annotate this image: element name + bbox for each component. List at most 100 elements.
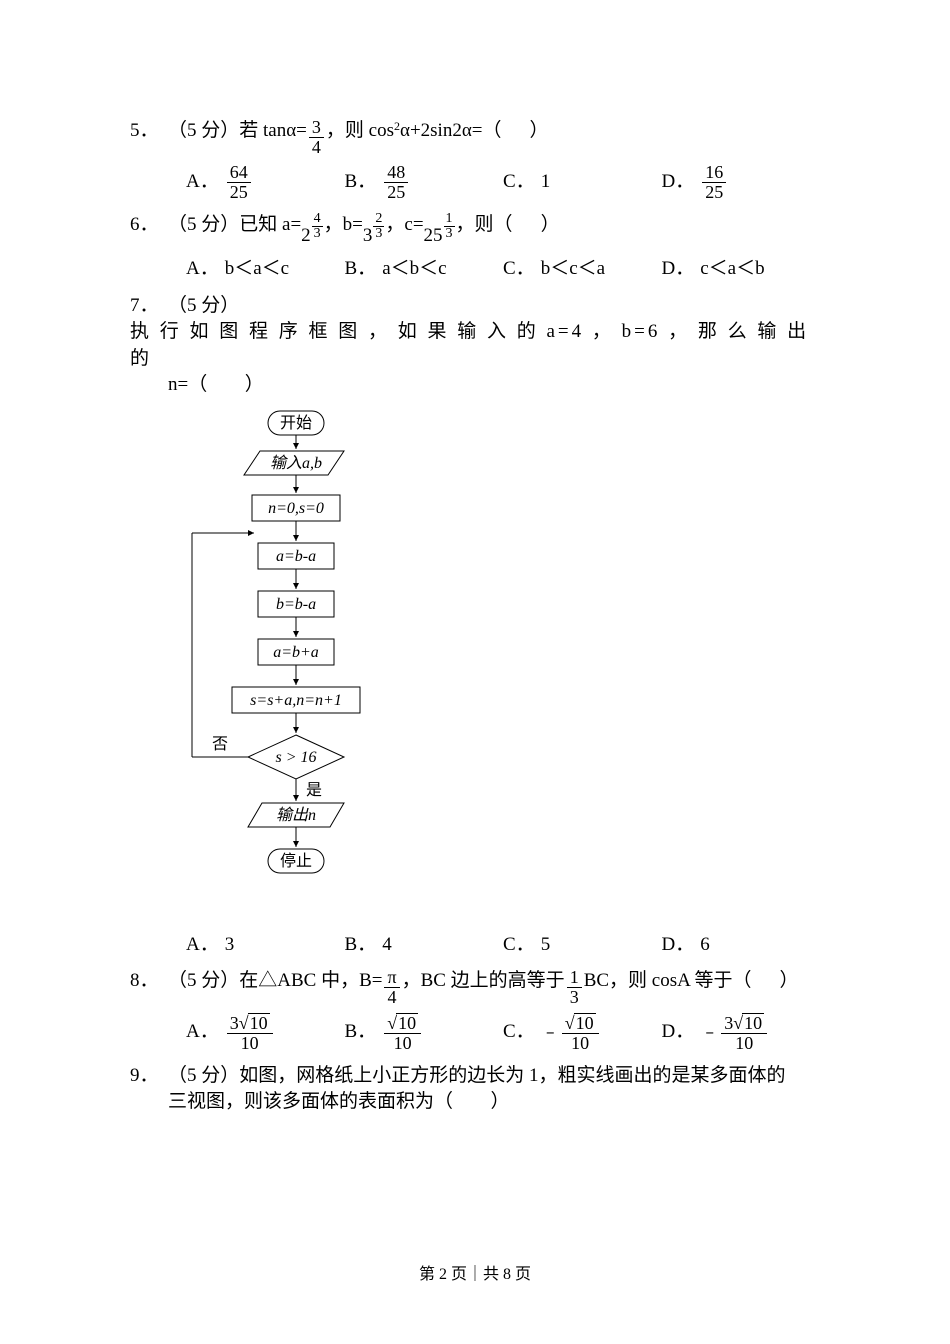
q7-choice-b: B． 4 <box>345 932 504 959</box>
frac-num: 310 <box>227 1013 273 1034</box>
q7-line2b: ） <box>245 374 264 395</box>
frac-num: 2 <box>373 212 384 228</box>
frac-num: 10 <box>562 1013 599 1034</box>
q6-stem: 6． （5 分） 已知 a= 2 4 3 ，b= 3 2 3 ，c= 25 <box>130 212 820 250</box>
q8-choice-d: D． ﹣ 310 10 <box>662 1013 821 1053</box>
q5-choice-c: C． 1 <box>503 163 662 202</box>
q5-number: 5． <box>130 118 168 145</box>
frac-r10-10-neg: 10 10 <box>562 1013 599 1053</box>
q5-choice-b: B． 48 25 <box>345 163 504 202</box>
frac-den: 3 <box>444 227 455 242</box>
choice-value: a＜b＜c <box>382 256 446 283</box>
footer-prefix: 第 <box>419 1266 435 1283</box>
q5-choices: A． 64 25 B． 48 25 C． 1 D． 16 <box>130 163 820 202</box>
exp-frac: 2 3 <box>373 212 384 242</box>
frac-den: 3 <box>567 988 582 1007</box>
frac-16-25: 16 25 <box>702 163 726 202</box>
coef: 3 <box>724 1013 733 1033</box>
q9-line2a: 三视图，则该多面体的表面积为（ <box>168 1091 453 1112</box>
q6-comma1: ，b= <box>324 212 363 239</box>
footer-total: 8 <box>503 1266 511 1283</box>
choice-label: B． <box>345 256 377 283</box>
flow-no: 否 <box>212 736 228 753</box>
frac-num: 3 <box>309 118 324 138</box>
choice-value: b＜a＜c <box>225 256 289 283</box>
frac-3r10-10-neg: 310 10 <box>721 1013 767 1053</box>
frac-num: 16 <box>702 163 726 183</box>
q5-text-c: α+2sin2α=（ <box>400 118 502 145</box>
choice-value: 5 <box>541 932 551 959</box>
flow-input: 输入a,b <box>270 454 322 472</box>
choice-value: 3 <box>225 932 235 959</box>
frac-1-3: 1 3 <box>567 968 582 1007</box>
frac-num: 10 <box>384 1013 421 1034</box>
frac-num: 4 <box>312 212 323 228</box>
q7-text-a: 执 行 如 图 程 序 框 图 ， 如 果 输 入 的 a=4 ， b=6 ， … <box>130 319 820 372</box>
choice-value: c＜a＜b <box>700 256 764 283</box>
q6-points: （5 分） <box>168 212 239 239</box>
q7-number: 7． <box>130 293 168 320</box>
radicand: 10 <box>248 1013 270 1032</box>
choice-label: B． <box>345 1019 377 1046</box>
radicand: 10 <box>574 1013 596 1032</box>
frac-den: 10 <box>238 1034 262 1053</box>
choice-label: B． <box>345 932 377 959</box>
footer-current: 2 <box>439 1266 447 1283</box>
choice-label: A． <box>186 169 219 196</box>
q6-text-a: 已知 a= <box>239 212 301 239</box>
base: 2 <box>301 223 311 250</box>
q6-choice-b: B． a＜b＜c <box>345 256 504 283</box>
choice-label: A． <box>186 256 219 283</box>
q8-text-a: 在△ABC 中，B= <box>239 968 382 995</box>
frac-num: 310 <box>721 1013 767 1034</box>
flowchart-svg: 开始 输入a,b n=0,s=0 a=b-a b=b-a <box>168 409 388 909</box>
frac-den: 3 <box>312 227 323 242</box>
frac-den: 25 <box>227 183 251 202</box>
choice-value: 6 <box>700 932 710 959</box>
flow-init: n=0,s=0 <box>268 500 324 517</box>
q7-choices: A． 3 B． 4 C． 5 D． 6 <box>130 932 820 959</box>
q9-line2b: ） <box>491 1091 510 1112</box>
frac-den: 3 <box>373 227 384 242</box>
q6-text-b: ，则（ <box>456 212 513 239</box>
choice-label: A． <box>186 932 219 959</box>
question-6: 6． （5 分） 已知 a= 2 4 3 ，b= 3 2 3 ，c= 25 <box>130 212 820 283</box>
flow-cond: s > 16 <box>275 749 316 766</box>
choice-label: C． <box>503 256 535 283</box>
frac-num: π <box>384 968 399 988</box>
frac-num: 1 <box>444 212 455 228</box>
question-5: 5． （5 分） 若 tanα= 3 4 ，则 cos 2 α+2sin2α=（… <box>130 118 820 202</box>
choice-label: D． <box>662 1019 695 1046</box>
exp-frac: 4 3 <box>312 212 323 242</box>
choice-label: C． <box>503 169 535 196</box>
flow-stop: 停止 <box>280 852 312 870</box>
q9-text-a: 如图，网格纸上小正方形的边长为 1，粗实线画出的是某多面体的 <box>239 1063 785 1090</box>
choice-value: 1 <box>541 169 551 196</box>
frac-r10-10: 10 10 <box>384 1013 421 1053</box>
q5-text-a: 若 tanα= <box>239 118 307 145</box>
flow-output: 输出n <box>276 806 316 824</box>
q9-points: （5 分） <box>168 1063 239 1090</box>
question-9: 9． （5 分） 如图，网格纸上小正方形的边长为 1，粗实线画出的是某多面体的 … <box>130 1063 820 1116</box>
flow-s3: a=b+a <box>273 644 319 661</box>
q8-points: （5 分） <box>168 968 239 995</box>
choice-label: C． <box>503 932 535 959</box>
q8-choices: A． 310 10 B． 10 10 C． ﹣ <box>130 1013 820 1053</box>
frac-den: 10 <box>568 1034 592 1053</box>
frac-48-25: 48 25 <box>384 163 408 202</box>
frac-num: 48 <box>384 163 408 183</box>
q9-stem-line2: 三视图，则该多面体的表面积为（ ） <box>130 1089 820 1116</box>
q5-points: （5 分） <box>168 118 239 145</box>
frac-3r10-10: 310 10 <box>227 1013 273 1053</box>
frac-den: 10 <box>732 1034 756 1053</box>
q9-number: 9． <box>130 1063 168 1090</box>
q7-choice-d: D． 6 <box>662 932 821 959</box>
frac-num: 1 <box>567 968 582 988</box>
q6-comma2: ，c= <box>385 212 423 239</box>
q8-choice-a: A． 310 10 <box>186 1013 345 1053</box>
footer-suffix: 页 <box>515 1266 531 1283</box>
q6-text-c: ） <box>541 212 560 239</box>
frac-den: 4 <box>309 138 324 157</box>
q7-stem-line1: 7． （5 分） 执 行 如 图 程 序 框 图 ， 如 果 输 入 的 a=4… <box>130 293 820 373</box>
q5-text-b: ，则 cos <box>326 118 394 145</box>
